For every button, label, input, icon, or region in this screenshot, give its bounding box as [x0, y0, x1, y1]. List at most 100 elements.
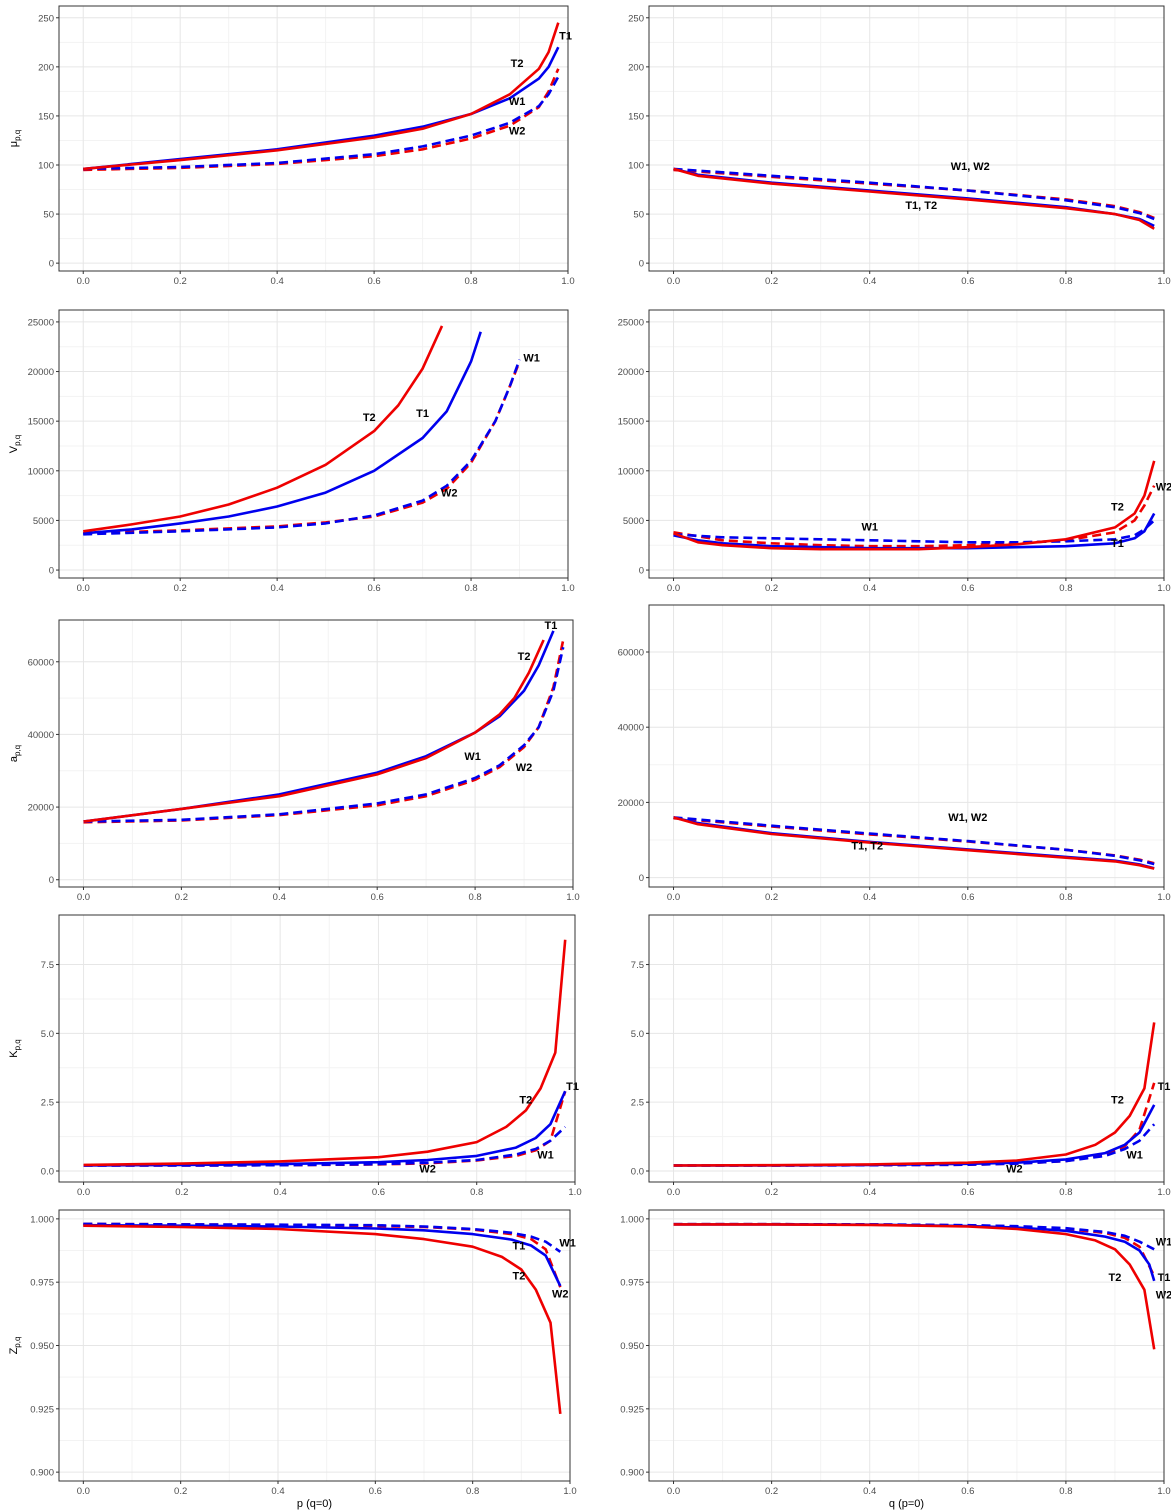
series-group: [673, 460, 1156, 551]
x-tick-label: 0.2: [175, 1187, 188, 1198]
y-tick-label: 40000: [618, 723, 644, 734]
x-tick-label: 1.0: [1157, 276, 1170, 287]
x-tick-label: 0.8: [464, 583, 477, 594]
curve-label: T2: [1111, 502, 1124, 514]
y-tick-label: 25000: [618, 317, 644, 328]
series-group: [83, 939, 567, 1167]
series-group: [673, 1022, 1156, 1167]
curve-label: T2: [519, 1095, 532, 1107]
curve-label: T1: [566, 1081, 579, 1093]
panel-border: [58, 309, 569, 579]
y-tick-label: 20000: [28, 367, 54, 378]
y-axis-title-subscript: p,q: [13, 1039, 22, 1050]
curve-label: W2: [441, 488, 458, 500]
y-tick-label: 0.975: [30, 1278, 54, 1289]
y-tick-label: 0.950: [620, 1341, 644, 1352]
x-tick-label: 0.2: [765, 1486, 778, 1497]
panel-r1-c1: 0.0 0.2 0.4 0.6 0.8 1.0 0 5000 10000 15000 20000 25…: [618, 309, 1171, 594]
series-line-t1: [83, 331, 482, 535]
curve-label: T2: [512, 1271, 525, 1283]
y-axis-title: Kp,q: [8, 1039, 22, 1057]
y-tick-label: 50: [43, 210, 54, 221]
curve-label: T2: [518, 651, 531, 663]
y-tick-label: 40000: [28, 730, 54, 741]
y-tick-label: 2.5: [631, 1098, 644, 1109]
panel-border: [648, 914, 1165, 1183]
y-axis-title: Zp,q: [8, 1337, 22, 1355]
grid: [649, 1210, 1165, 1481]
panel-r3-c0: 0.0 0.2 0.4 0.6 0.8 1.0 0.0 2.5 5.0 7.5 T1 T2 W1 W2 Kp…: [8, 914, 582, 1198]
y-tick-label: 10000: [618, 466, 644, 477]
y-axis-title-subscript: p,q: [13, 1337, 22, 1348]
curve-label: W2: [509, 126, 526, 138]
curve-label: T1: [545, 620, 558, 632]
series-line-t2: [673, 460, 1156, 551]
x-tick-label: 0.4: [863, 892, 876, 903]
y-tick-label: 5000: [623, 516, 644, 527]
panel-background: [649, 310, 1164, 578]
curve-label: W1: [1126, 1150, 1143, 1162]
grid: [649, 6, 1165, 271]
x-tick-label: 0.6: [961, 892, 974, 903]
y-tick-label: 150: [628, 111, 644, 122]
y-axis-title: Vp,q: [8, 435, 22, 453]
x-tick-label: 0.8: [468, 892, 481, 903]
y-tick-label: 0: [639, 873, 644, 884]
y-tick-label: 1.000: [30, 1214, 54, 1225]
panel-border: [648, 309, 1165, 579]
y-tick-label: 0: [49, 566, 54, 577]
y-tick-label: 15000: [618, 417, 644, 428]
x-tick-label: 0.8: [1059, 1187, 1072, 1198]
x-tick-label: 1.0: [561, 583, 574, 594]
y-axis-title-subscript: p,q: [13, 435, 22, 446]
curve-label: T2: [363, 412, 376, 424]
y-tick-label: 20000: [618, 367, 644, 378]
y-tick-label: 0: [639, 566, 644, 577]
x-tick-label: 0.4: [863, 583, 876, 594]
x-tick-label: 0.4: [271, 583, 284, 594]
x-tick-label: 0.8: [470, 1187, 483, 1198]
y-tick-label: 200: [38, 62, 54, 73]
y-tick-label: 20000: [618, 798, 644, 809]
series-line-w1: [83, 76, 560, 171]
curve-label: T1, T2: [851, 840, 883, 852]
x-tick-label: 0.4: [863, 276, 876, 287]
series-line-t2: [83, 1224, 562, 1415]
x-tick-label: 0.2: [765, 276, 778, 287]
y-tick-label: 0.925: [30, 1404, 54, 1415]
x-tick-label: 0.8: [1059, 1486, 1072, 1497]
series-group: [83, 1222, 562, 1415]
grid: [59, 1210, 571, 1481]
x-tick-label: 1.0: [563, 1486, 576, 1497]
y-tick-label: 10000: [28, 466, 54, 477]
panel-r4-c1: 0.0 0.2 0.4 0.6 0.8 1.0 0.900 0.925 0.950 0.975 1.…: [620, 1209, 1171, 1510]
series-line-t2: [83, 22, 560, 171]
y-tick-label: 0.950: [30, 1341, 54, 1352]
curve-label: W1: [559, 1238, 576, 1250]
x-tick-label: 0.4: [274, 1187, 287, 1198]
x-axis-title: p (q=0): [297, 1498, 332, 1510]
y-axis-title-subscript: p,q: [13, 130, 22, 141]
grid: [649, 605, 1165, 887]
y-axis-title-main: μ: [8, 141, 20, 147]
y-tick-label: 0.0: [41, 1166, 54, 1177]
x-tick-label: 0.2: [174, 583, 187, 594]
y-tick-label: 0: [639, 259, 644, 270]
series-line-t2: [83, 939, 567, 1167]
x-tick-label: 0.0: [77, 1187, 90, 1198]
x-tick-label: 0.6: [367, 276, 380, 287]
curve-label: T1, T2: [905, 200, 937, 212]
x-tick-label: 0.0: [667, 892, 680, 903]
panel-background: [649, 6, 1164, 271]
series-group: [673, 816, 1155, 870]
curve-label: T2: [511, 58, 524, 70]
grid: [59, 620, 574, 887]
x-tick-label: 0.6: [961, 1486, 974, 1497]
y-tick-label: 250: [38, 13, 54, 24]
y-tick-label: 2.5: [41, 1098, 54, 1109]
y-axis-title: ap,q: [8, 745, 22, 762]
y-tick-label: 0.900: [620, 1468, 644, 1479]
series-line-t2: [673, 167, 1155, 230]
y-tick-label: 250: [628, 13, 644, 24]
